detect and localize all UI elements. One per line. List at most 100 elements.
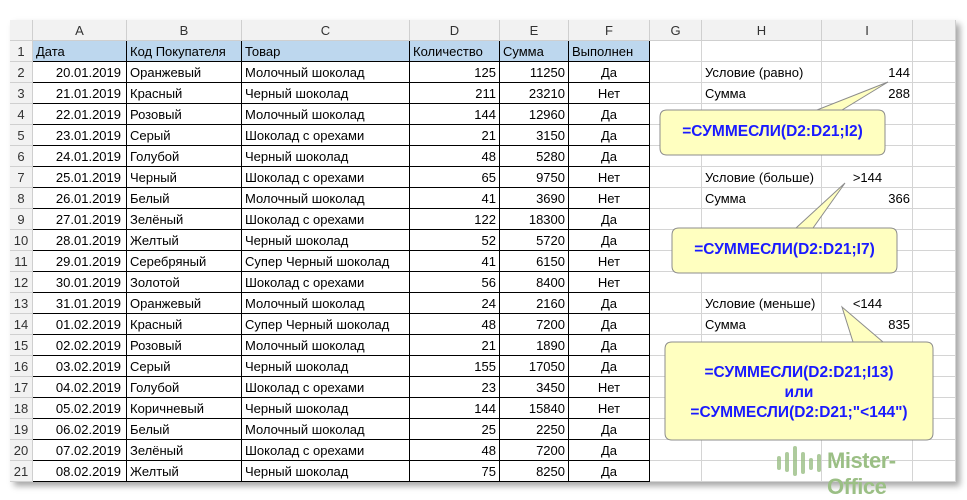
table-cell[interactable]: 5720 (500, 230, 569, 251)
row-header-4[interactable]: 4 (10, 104, 33, 125)
cell[interactable] (913, 83, 956, 104)
table-cell[interactable]: 26.01.2019 (33, 188, 127, 209)
cell[interactable] (822, 41, 913, 62)
cell[interactable] (702, 440, 822, 461)
table-cell[interactable]: 30.01.2019 (33, 272, 127, 293)
cell[interactable] (650, 461, 702, 482)
table-cell[interactable]: Супер Черный шоколад (242, 314, 410, 335)
row-header-19[interactable]: 19 (10, 419, 33, 440)
table-cell[interactable]: Да (569, 356, 650, 377)
table-header-cell[interactable]: Код Покупателя (127, 41, 242, 62)
table-cell[interactable]: Молочный шоколад (242, 335, 410, 356)
table-cell[interactable]: 06.02.2019 (33, 419, 127, 440)
table-cell[interactable]: Нет (569, 377, 650, 398)
table-cell[interactable]: Молочный шоколад (242, 104, 410, 125)
table-cell[interactable]: Да (569, 419, 650, 440)
column-header-b[interactable]: B (127, 20, 242, 41)
table-cell[interactable]: 21 (410, 335, 500, 356)
table-cell[interactable]: 22.01.2019 (33, 104, 127, 125)
cell[interactable] (913, 188, 956, 209)
table-cell[interactable]: 5280 (500, 146, 569, 167)
table-cell[interactable]: 23 (410, 377, 500, 398)
select-all-corner[interactable] (10, 20, 33, 41)
cell[interactable] (650, 146, 702, 167)
cell[interactable] (913, 293, 956, 314)
table-cell[interactable]: 24.01.2019 (33, 146, 127, 167)
table-cell[interactable]: Шоколад с орехами (242, 272, 410, 293)
table-cell[interactable]: 48 (410, 440, 500, 461)
condition-value[interactable]: 366 (888, 191, 910, 206)
table-cell[interactable]: 01.02.2019 (33, 314, 127, 335)
table-cell[interactable]: Молочный шоколад (242, 188, 410, 209)
table-cell[interactable]: Черный (127, 167, 242, 188)
table-cell[interactable]: Черный шоколад (242, 356, 410, 377)
table-cell[interactable]: 41 (410, 251, 500, 272)
column-header-f[interactable]: F (569, 20, 650, 41)
table-cell[interactable]: Белый (127, 419, 242, 440)
row-header-6[interactable]: 6 (10, 146, 33, 167)
row-header-17[interactable]: 17 (10, 377, 33, 398)
condition-label[interactable]: Условие (равно) (705, 65, 804, 80)
cell[interactable] (913, 272, 956, 293)
table-cell[interactable]: 29.01.2019 (33, 251, 127, 272)
table-cell[interactable]: 211 (410, 83, 500, 104)
cell[interactable] (650, 335, 702, 356)
table-cell[interactable]: 2250 (500, 419, 569, 440)
table-cell[interactable]: Да (569, 125, 650, 146)
cell[interactable] (913, 209, 956, 230)
cell[interactable] (913, 440, 956, 461)
table-cell[interactable]: Оранжевый (127, 293, 242, 314)
row-header-2[interactable]: 2 (10, 62, 33, 83)
table-cell[interactable]: Желтый (127, 461, 242, 482)
table-cell[interactable]: 11250 (500, 62, 569, 83)
table-cell[interactable]: 41 (410, 188, 500, 209)
table-cell[interactable]: Шоколад с орехами (242, 377, 410, 398)
cell[interactable] (913, 146, 956, 167)
table-cell[interactable]: Да (569, 146, 650, 167)
table-cell[interactable]: Черный шоколад (242, 230, 410, 251)
table-cell[interactable]: Да (569, 209, 650, 230)
cell[interactable] (650, 62, 702, 83)
column-header-h[interactable]: H (702, 20, 822, 41)
row-header-15[interactable]: 15 (10, 335, 33, 356)
table-header-cell[interactable]: Количество (410, 41, 500, 62)
cell[interactable] (650, 41, 702, 62)
table-cell[interactable]: 18300 (500, 209, 569, 230)
row-header-13[interactable]: 13 (10, 293, 33, 314)
table-cell[interactable]: 07.02.2019 (33, 440, 127, 461)
cell[interactable] (650, 83, 702, 104)
cell[interactable] (702, 461, 822, 482)
table-cell[interactable]: 21 (410, 125, 500, 146)
table-cell[interactable]: 08.02.2019 (33, 461, 127, 482)
table-cell[interactable]: Шоколад с орехами (242, 209, 410, 230)
row-header-5[interactable]: 5 (10, 125, 33, 146)
table-header-cell[interactable]: Выполнен (569, 41, 650, 62)
table-cell[interactable]: Да (569, 314, 650, 335)
table-cell[interactable]: Нет (569, 83, 650, 104)
column-header-g[interactable]: G (650, 20, 702, 41)
table-header-cell[interactable]: Товар (242, 41, 410, 62)
table-cell[interactable]: 3450 (500, 377, 569, 398)
cell[interactable] (650, 314, 702, 335)
table-cell[interactable]: 23210 (500, 83, 569, 104)
condition-label[interactable]: Сумма (705, 86, 746, 101)
table-cell[interactable]: 03.02.2019 (33, 356, 127, 377)
column-header-d[interactable]: D (410, 20, 500, 41)
cell[interactable] (650, 209, 702, 230)
condition-value[interactable]: 835 (888, 317, 910, 332)
table-cell[interactable]: Да (569, 230, 650, 251)
table-cell[interactable]: Белый (127, 188, 242, 209)
table-cell[interactable]: 27.01.2019 (33, 209, 127, 230)
cell[interactable] (913, 230, 956, 251)
cell[interactable] (913, 356, 956, 377)
table-cell[interactable]: Молочный шоколад (242, 62, 410, 83)
table-cell[interactable]: 02.02.2019 (33, 335, 127, 356)
cell[interactable] (822, 440, 913, 461)
table-cell[interactable]: 2160 (500, 293, 569, 314)
table-cell[interactable]: Оранжевый (127, 62, 242, 83)
cell[interactable] (913, 104, 956, 125)
table-header-cell[interactable]: Сумма (500, 41, 569, 62)
cell[interactable] (650, 167, 702, 188)
table-cell[interactable]: Серебряный (127, 251, 242, 272)
cell[interactable] (822, 272, 913, 293)
